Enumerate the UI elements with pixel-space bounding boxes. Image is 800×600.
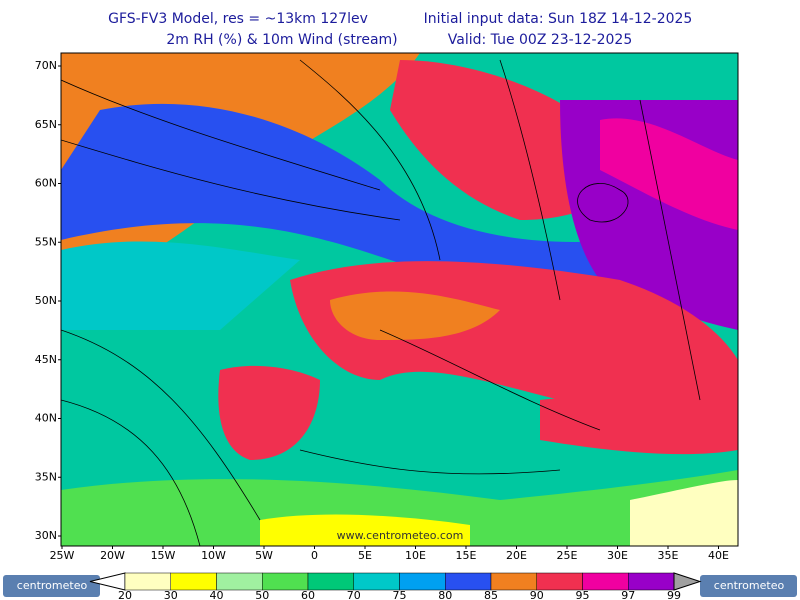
colorbar-swatch — [582, 572, 629, 591]
colorbar-label: 80 — [438, 589, 452, 600]
lat-label: 70N — [35, 59, 57, 72]
colorbar-swatch — [628, 572, 675, 591]
map-field — [61, 53, 738, 546]
colorbar-label: 95 — [576, 589, 590, 600]
lon-label: 5E — [358, 549, 372, 562]
logo-right-text: centrometeo — [714, 579, 785, 592]
colorbar-swatch — [307, 572, 354, 591]
lon-label: 5W — [255, 549, 273, 562]
lon-label: 20W — [100, 549, 125, 562]
lat-label: 40N — [35, 412, 57, 425]
colorbar-swatch — [490, 572, 537, 591]
logo-left — [3, 575, 100, 597]
colorbar-swatch — [536, 572, 583, 591]
colorbar-swatch — [262, 572, 309, 591]
lat-label: 30N — [35, 529, 57, 542]
lat-label: 50N — [35, 294, 57, 307]
lon-label: 30E — [607, 549, 628, 562]
colorbar-label: 85 — [484, 589, 498, 600]
colorbar-swatch — [216, 572, 263, 591]
colorbar-label: 99 — [667, 589, 681, 600]
colorbar-label: 90 — [530, 589, 544, 600]
logo-left-text: centrometeo — [17, 579, 88, 592]
colorbar-swatch — [353, 572, 400, 591]
colorbar-swatch — [399, 572, 446, 591]
lat-label: 60N — [35, 177, 57, 190]
lon-label: 15W — [151, 549, 176, 562]
lon-label: 0 — [311, 549, 318, 562]
lon-label: 25W — [50, 549, 75, 562]
lon-label: 35E — [658, 549, 679, 562]
lon-label: 10E — [405, 549, 426, 562]
colorbar-label: 50 — [255, 589, 269, 600]
valid-title: Valid: Tue 00Z 23-12-2025 — [448, 32, 632, 48]
lon-label: 40E — [708, 549, 729, 562]
lon-label: 10W — [201, 549, 226, 562]
lon-label: 15E — [456, 549, 477, 562]
watermark: www.centrometeo.com — [337, 529, 464, 542]
colorbar-label: 97 — [621, 589, 635, 600]
colorbar-label: 30 — [164, 589, 178, 600]
lat-label: 65N — [35, 118, 57, 131]
colorbar-label: 70 — [347, 589, 361, 600]
colorbar-high-cap — [673, 572, 702, 591]
init-title: Initial input data: Sun 18Z 14-12-2025 — [424, 11, 693, 27]
map-frame — [60, 52, 739, 547]
colorbar-label: 40 — [210, 589, 224, 600]
colorbar-label: 20 — [118, 589, 132, 600]
lat-label: 35N — [35, 470, 57, 483]
colorbar-label: 60 — [301, 589, 315, 600]
field-title: 2m RH (%) & 10m Wind (stream) — [166, 32, 397, 48]
model-title: GFS-FV3 Model, res = ~13km 127lev — [108, 11, 368, 27]
colorbar-label: 75 — [393, 589, 407, 600]
lat-label: 45N — [35, 353, 57, 366]
logo-right — [700, 575, 797, 597]
lon-label: 25E — [557, 549, 578, 562]
colorbar-swatch — [445, 572, 492, 591]
colorbar-swatch — [170, 572, 217, 591]
lon-label: 20E — [506, 549, 527, 562]
lat-label: 55N — [35, 235, 57, 248]
colorbar-swatch — [124, 572, 171, 591]
